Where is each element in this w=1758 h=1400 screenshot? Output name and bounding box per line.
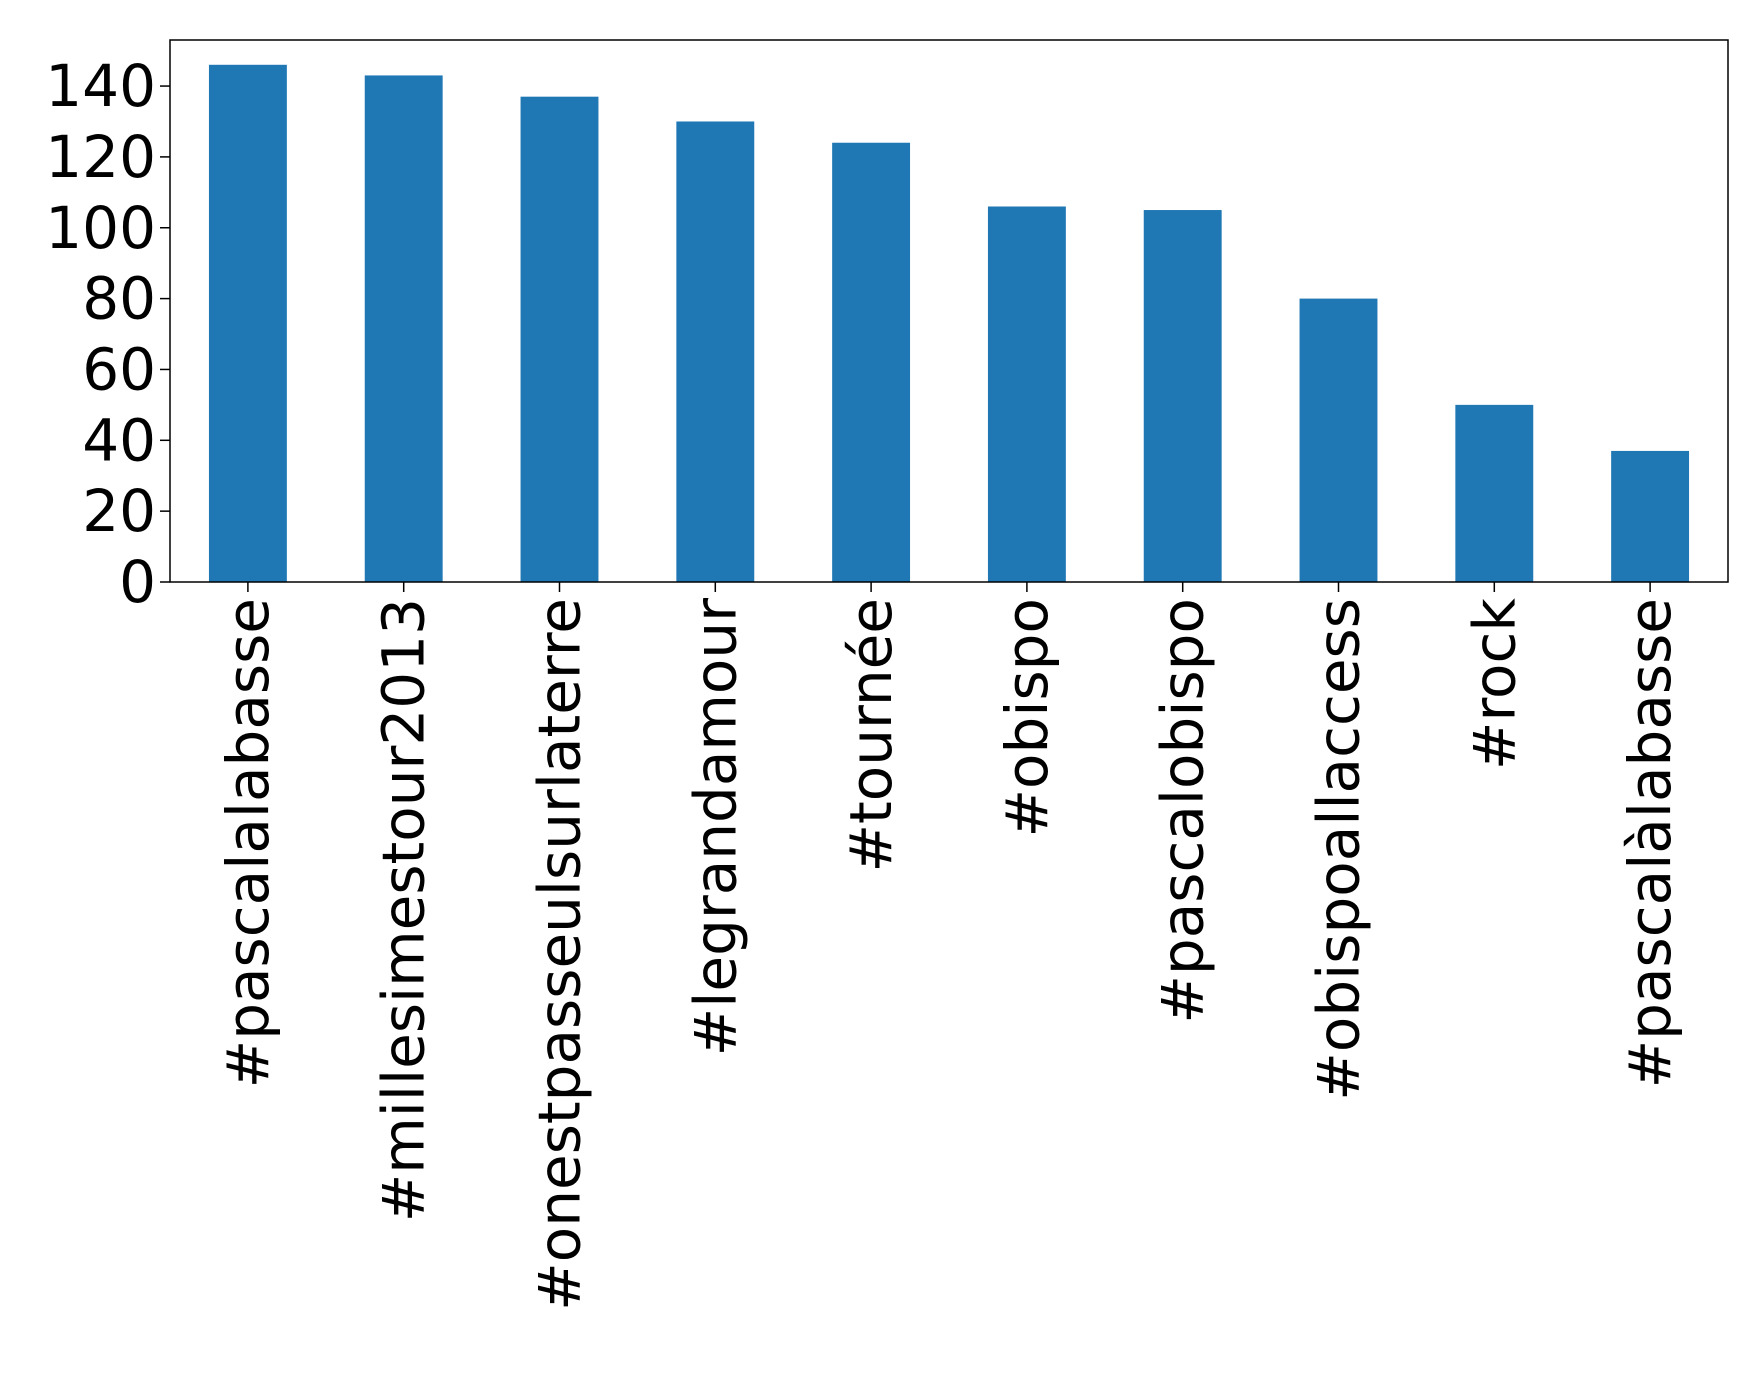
x-tick-label-9: #pascalàlabasse (1616, 598, 1684, 1088)
y-tick-label-1: 20 (82, 477, 156, 545)
bar-4 (832, 142, 911, 582)
y-tick-label-2: 40 (82, 406, 156, 474)
x-tick-label-5: #obispo (993, 598, 1061, 838)
x-axis: #pascalalabasse #millesimestour2013 #onest… (214, 582, 1684, 1311)
x-tick-label-8: #rock (1460, 598, 1528, 771)
bar-2 (520, 96, 599, 582)
x-tick-label-4: #tournée (837, 598, 905, 873)
bars-layer (208, 64, 1690, 583)
plot-frame (169, 39, 1729, 583)
y-tick-label-3: 60 (82, 335, 156, 403)
x-tick-label-7: #obispoallaccess (1305, 598, 1373, 1101)
bar-7 (1299, 298, 1378, 582)
y-tick-label-0: 0 (119, 548, 156, 616)
x-tick-label-3: #legrandamour (681, 598, 749, 1056)
x-tick-label-6: #pascalobispo (1149, 598, 1217, 1024)
x-tick-label-1: #millesimestour2013 (370, 598, 438, 1222)
bar-1 (364, 75, 443, 582)
bar-0 (208, 64, 287, 583)
bar-9 (1611, 450, 1690, 582)
y-tick-label-4: 80 (82, 265, 156, 333)
x-tick-label-2: #onestpasseulsurlaterre (526, 598, 594, 1311)
y-tick-label-6: 120 (45, 123, 156, 191)
y-tick-label-7: 140 (45, 52, 156, 120)
bar-6 (1143, 210, 1222, 582)
bar-3 (676, 121, 755, 583)
bar-5 (987, 206, 1066, 582)
y-tick-label-5: 100 (45, 194, 156, 262)
x-tick-label-0: #pascalalabasse (214, 598, 282, 1088)
bar-8 (1455, 404, 1534, 582)
